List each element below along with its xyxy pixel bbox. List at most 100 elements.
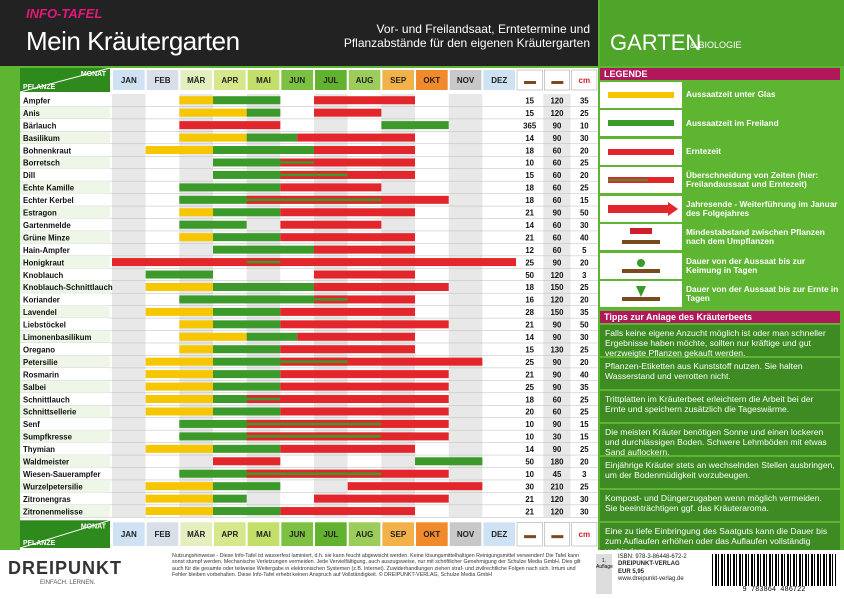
plant-name: Koriander	[23, 296, 60, 305]
month-label: AUG	[356, 530, 374, 539]
sowing-outdoor-bar	[381, 121, 449, 130]
sowing-outdoor-bar	[213, 370, 281, 379]
slogan: EINFACH. LERNEN.	[40, 580, 96, 586]
plant-keim: 15	[525, 345, 534, 354]
month-header	[180, 70, 213, 90]
harvest-bar	[280, 158, 416, 167]
plant-ernte: 90	[553, 258, 562, 267]
plant-name: Schnittsellerie	[23, 408, 77, 417]
plant-name: Basilikum	[23, 134, 60, 143]
plant-name: Wurzelpetersilie	[23, 482, 83, 491]
unit-label: cm	[579, 530, 591, 539]
plant-abstand: 25	[580, 445, 589, 454]
name-cell	[20, 230, 110, 244]
plant-name: Zitronenmelisse	[23, 507, 83, 516]
sowing-outdoor-bar	[415, 457, 483, 466]
plant-keim: 10	[525, 159, 534, 168]
harvest-bar	[314, 270, 416, 279]
month-label: MAI	[256, 530, 271, 539]
footer: DREIPUNKT EINFACH. LERNEN. Nutzungshinwe…	[0, 550, 844, 599]
month-label: NOV	[457, 530, 475, 539]
plant-axis-label: PFLANZE	[23, 540, 56, 547]
month-header	[416, 70, 448, 90]
name-cell	[20, 280, 110, 294]
name-cell	[20, 206, 110, 219]
plant-name: Rosmarin	[23, 370, 59, 379]
plant-name: Borretsch	[23, 159, 60, 168]
plant-name: Dill	[23, 171, 35, 180]
corner-diagonal	[20, 68, 111, 93]
month-header	[113, 522, 145, 546]
month-header	[348, 522, 381, 546]
harvest-bar	[280, 357, 483, 366]
icon-seed	[524, 81, 537, 84]
legend-item: Aussaatzeit unter Glas	[600, 81, 840, 109]
name-cell	[20, 392, 110, 406]
sowing-outdoor-bar	[213, 233, 281, 242]
plant-ernte: 120	[550, 109, 564, 118]
legend-icon	[600, 252, 682, 279]
plant-name: Grüne Minze	[23, 233, 70, 242]
plant-ernte: 60	[553, 221, 562, 230]
name-cell	[20, 255, 110, 269]
plant-abstand: 3	[582, 271, 587, 280]
overlap-line	[179, 298, 348, 301]
harvest-bar	[280, 345, 416, 354]
harvest-bar	[280, 220, 382, 229]
sowing-outdoor-bar	[213, 245, 315, 254]
icon-cell	[544, 522, 570, 547]
name-cell	[20, 218, 110, 231]
plant-ernte: 90	[553, 445, 562, 454]
plant-ernte: 90	[553, 321, 562, 330]
plant-abstand: 15	[580, 196, 589, 205]
plant-abstand: 30	[580, 221, 589, 230]
legend-icon	[600, 167, 682, 194]
plant-name: Liebstöckel	[23, 321, 66, 330]
plant-ernte: 90	[553, 383, 562, 392]
legend-item: Jahresende - Weiterführung im Januar des…	[600, 195, 840, 223]
month-header	[281, 522, 314, 546]
plant-name: Schnittlauch	[23, 395, 70, 404]
month-header	[416, 522, 448, 546]
harvest-bar	[280, 307, 416, 316]
plant-keim: 20	[525, 408, 534, 417]
plant-ernte: 120	[550, 507, 564, 516]
icon-harvest	[551, 81, 564, 84]
sowing-outdoor-bar	[179, 220, 247, 229]
name-cell	[20, 243, 110, 256]
brand-name: GARTEN	[610, 30, 702, 55]
sowing-glass-bar	[145, 307, 214, 316]
name-cell	[20, 367, 110, 381]
sowing-outdoor-bar	[213, 96, 281, 105]
plant-ernte: 60	[553, 408, 562, 417]
legend-text: Aussaatzeit unter Glas	[686, 89, 776, 100]
plant-ernte: 45	[553, 470, 562, 479]
sowing-glass-bar	[145, 494, 214, 503]
month-label: SEP	[390, 76, 407, 85]
month-label: APR	[221, 76, 238, 85]
overlap-line	[213, 397, 281, 401]
month-label: MÄR	[187, 530, 205, 539]
plant-keim: 18	[525, 395, 534, 404]
name-cell	[20, 181, 110, 194]
month-header	[214, 70, 246, 90]
plant-abstand: 30	[580, 495, 589, 504]
plant-keim: 15	[525, 171, 534, 180]
harvest-bar	[246, 395, 449, 404]
month-header	[146, 70, 179, 90]
icon-cell	[571, 522, 598, 547]
sowing-glass-bar	[179, 332, 247, 341]
harvest-bar	[297, 332, 416, 341]
month-header	[382, 70, 415, 90]
name-cell	[20, 355, 110, 368]
plant-abstand: 25	[580, 408, 589, 417]
sowing-glass-bar	[145, 282, 214, 291]
plant-name: Bohnenkraut	[23, 146, 71, 155]
harvest-bar	[314, 96, 416, 105]
barcode: 9 783864 486722	[712, 554, 836, 594]
sowing-outdoor-bar	[246, 332, 298, 341]
month-label: SEP	[390, 530, 407, 539]
name-cell	[20, 380, 110, 393]
month-header	[315, 70, 347, 90]
legend-item: Überschneidung von Zeiten (hier: Freilan…	[600, 167, 840, 195]
